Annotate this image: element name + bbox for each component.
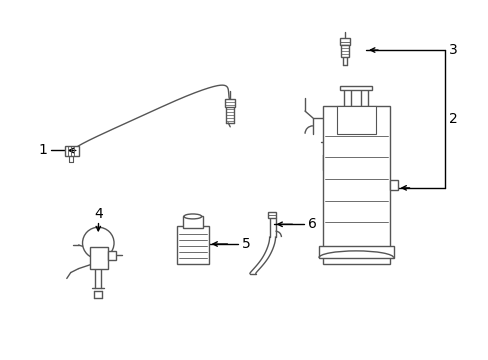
Bar [336,106,375,134]
Bar [267,212,275,219]
Text: 3: 3 [448,43,457,57]
Circle shape [82,227,114,259]
Bar [90,247,108,269]
Bar [225,99,235,107]
Text: 4: 4 [94,207,102,221]
Bar [340,86,371,90]
Bar [389,180,397,190]
Text: 1: 1 [38,144,47,157]
Text: 6: 6 [307,217,316,231]
Bar [322,106,389,264]
Bar [341,45,348,57]
Bar [318,246,393,258]
Text: 5: 5 [242,237,250,251]
Bar [108,251,116,260]
Bar [183,216,202,228]
Bar [340,38,349,45]
Bar [65,145,79,156]
Ellipse shape [183,214,201,219]
Bar [177,226,208,264]
Text: 2: 2 [448,112,457,126]
